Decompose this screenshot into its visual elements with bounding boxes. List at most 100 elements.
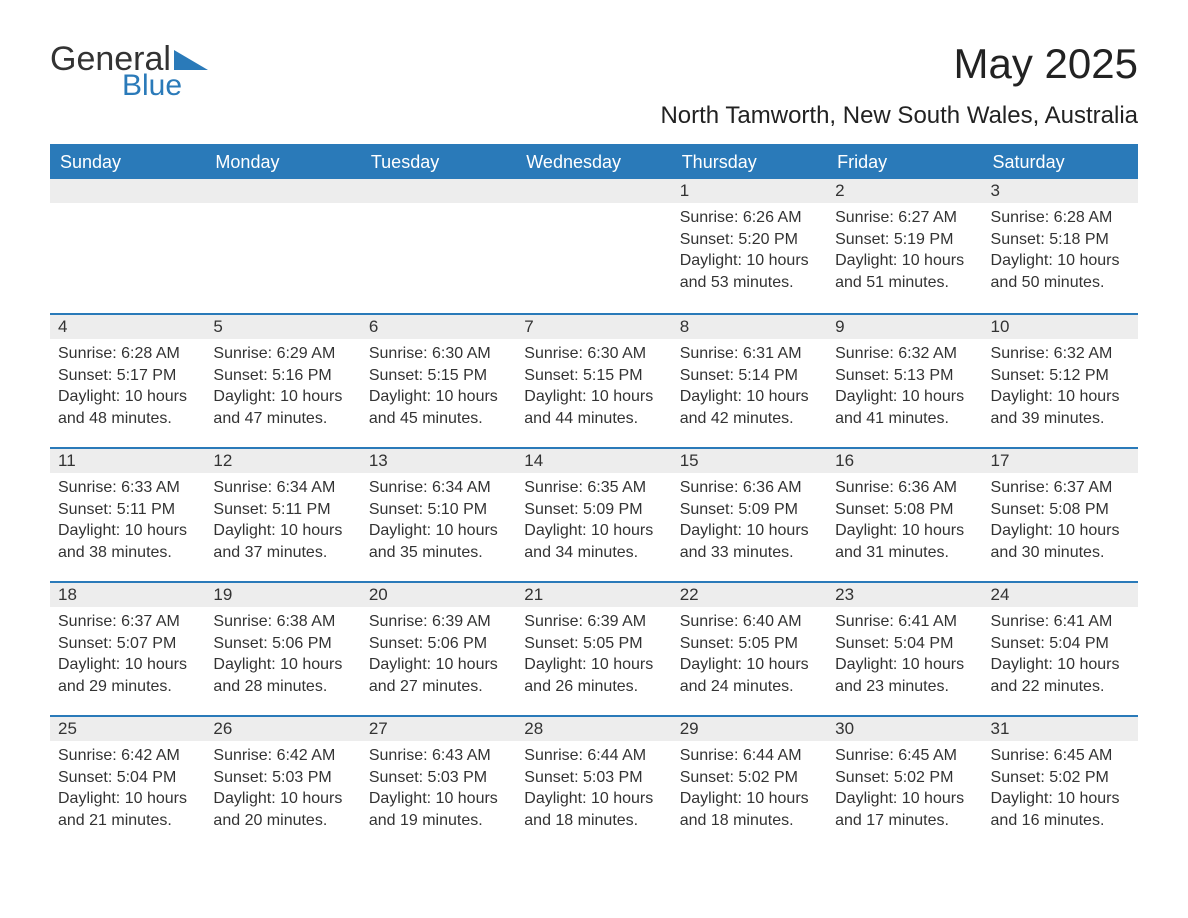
daylight-line: Daylight: 10 hours and 51 minutes. (835, 250, 974, 293)
day-number: 15 (672, 449, 827, 473)
sunset-line: Sunset: 5:02 PM (835, 767, 974, 789)
day-body: Sunrise: 6:31 AMSunset: 5:14 PMDaylight:… (672, 339, 827, 435)
sunrise-line: Sunrise: 6:28 AM (58, 343, 197, 365)
calendar-day-cell: 28Sunrise: 6:44 AMSunset: 5:03 PMDayligh… (516, 717, 671, 849)
day-body: Sunrise: 6:43 AMSunset: 5:03 PMDaylight:… (361, 741, 516, 837)
day-body (205, 203, 360, 213)
sunset-line: Sunset: 5:08 PM (991, 499, 1130, 521)
day-body (361, 203, 516, 213)
daylight-line: Daylight: 10 hours and 30 minutes. (991, 520, 1130, 563)
day-body: Sunrise: 6:33 AMSunset: 5:11 PMDaylight:… (50, 473, 205, 569)
sunset-line: Sunset: 5:09 PM (680, 499, 819, 521)
sunrise-line: Sunrise: 6:43 AM (369, 745, 508, 767)
day-body: Sunrise: 6:41 AMSunset: 5:04 PMDaylight:… (827, 607, 982, 703)
day-body: Sunrise: 6:44 AMSunset: 5:03 PMDaylight:… (516, 741, 671, 837)
day-body: Sunrise: 6:37 AMSunset: 5:08 PMDaylight:… (983, 473, 1138, 569)
daylight-line: Daylight: 10 hours and 27 minutes. (369, 654, 508, 697)
day-number (205, 179, 360, 203)
sunset-line: Sunset: 5:05 PM (680, 633, 819, 655)
sunrise-line: Sunrise: 6:45 AM (991, 745, 1130, 767)
sunrise-line: Sunrise: 6:30 AM (369, 343, 508, 365)
calendar-day-cell: 24Sunrise: 6:41 AMSunset: 5:04 PMDayligh… (983, 583, 1138, 715)
day-number: 18 (50, 583, 205, 607)
calendar-day-cell: 5Sunrise: 6:29 AMSunset: 5:16 PMDaylight… (205, 315, 360, 447)
day-number: 16 (827, 449, 982, 473)
daylight-line: Daylight: 10 hours and 41 minutes. (835, 386, 974, 429)
sunrise-line: Sunrise: 6:34 AM (369, 477, 508, 499)
day-body: Sunrise: 6:37 AMSunset: 5:07 PMDaylight:… (50, 607, 205, 703)
day-number: 29 (672, 717, 827, 741)
calendar-day-cell: 10Sunrise: 6:32 AMSunset: 5:12 PMDayligh… (983, 315, 1138, 447)
calendar-day-cell: 19Sunrise: 6:38 AMSunset: 5:06 PMDayligh… (205, 583, 360, 715)
day-number: 25 (50, 717, 205, 741)
calendar-day-cell: 7Sunrise: 6:30 AMSunset: 5:15 PMDaylight… (516, 315, 671, 447)
sunset-line: Sunset: 5:12 PM (991, 365, 1130, 387)
sunset-line: Sunset: 5:13 PM (835, 365, 974, 387)
sunrise-line: Sunrise: 6:32 AM (835, 343, 974, 365)
day-body: Sunrise: 6:38 AMSunset: 5:06 PMDaylight:… (205, 607, 360, 703)
daylight-line: Daylight: 10 hours and 39 minutes. (991, 386, 1130, 429)
day-number: 1 (672, 179, 827, 203)
day-body (516, 203, 671, 213)
day-body: Sunrise: 6:42 AMSunset: 5:03 PMDaylight:… (205, 741, 360, 837)
day-body: Sunrise: 6:34 AMSunset: 5:10 PMDaylight:… (361, 473, 516, 569)
daylight-line: Daylight: 10 hours and 44 minutes. (524, 386, 663, 429)
calendar-day-cell: 15Sunrise: 6:36 AMSunset: 5:09 PMDayligh… (672, 449, 827, 581)
day-number: 12 (205, 449, 360, 473)
day-body: Sunrise: 6:39 AMSunset: 5:06 PMDaylight:… (361, 607, 516, 703)
sunrise-line: Sunrise: 6:28 AM (991, 207, 1130, 229)
day-body: Sunrise: 6:40 AMSunset: 5:05 PMDaylight:… (672, 607, 827, 703)
sunrise-line: Sunrise: 6:38 AM (213, 611, 352, 633)
daylight-line: Daylight: 10 hours and 35 minutes. (369, 520, 508, 563)
day-body: Sunrise: 6:32 AMSunset: 5:13 PMDaylight:… (827, 339, 982, 435)
sunrise-line: Sunrise: 6:42 AM (213, 745, 352, 767)
calendar-day-cell: 9Sunrise: 6:32 AMSunset: 5:13 PMDaylight… (827, 315, 982, 447)
day-number: 3 (983, 179, 1138, 203)
weekday-header: Wednesday (516, 146, 671, 179)
daylight-line: Daylight: 10 hours and 29 minutes. (58, 654, 197, 697)
calendar-day-cell: 29 Sunrise: 6:44 AMSunset: 5:02 PMDayligh… (672, 717, 827, 849)
calendar-day-cell: 3Sunrise: 6:28 AMSunset: 5:18 PMDaylight… (983, 179, 1138, 313)
sunset-line: Sunset: 5:15 PM (524, 365, 663, 387)
daylight-line: Daylight: 10 hours and 17 minutes. (835, 788, 974, 831)
sunset-line: Sunset: 5:10 PM (369, 499, 508, 521)
calendar-day-cell: 12Sunrise: 6:34 AMSunset: 5:11 PMDayligh… (205, 449, 360, 581)
daylight-line: Daylight: 10 hours and 24 minutes. (680, 654, 819, 697)
sunset-line: Sunset: 5:06 PM (213, 633, 352, 655)
day-body (50, 203, 205, 213)
daylight-line: Daylight: 10 hours and 18 minutes. (680, 788, 819, 831)
calendar-day-cell: 21Sunrise: 6:39 AMSunset: 5:05 PMDayligh… (516, 583, 671, 715)
day-number: 28 (516, 717, 671, 741)
day-number: 9 (827, 315, 982, 339)
sunrise-line: Sunrise: 6:35 AM (524, 477, 663, 499)
sunset-line: Sunset: 5:02 PM (680, 767, 819, 789)
calendar-week-row: 18Sunrise: 6:37 AMSunset: 5:07 PMDayligh… (50, 581, 1138, 715)
daylight-line: Daylight: 10 hours and 20 minutes. (213, 788, 352, 831)
calendar-day-cell: 31Sunrise: 6:45 AMSunset: 5:02 PMDayligh… (983, 717, 1138, 849)
daylight-line: Daylight: 10 hours and 18 minutes. (524, 788, 663, 831)
sunrise-line: Sunrise: 6:44 AM (680, 745, 819, 767)
day-number: 20 (361, 583, 516, 607)
sunset-line: Sunset: 5:06 PM (369, 633, 508, 655)
daylight-line: Daylight: 10 hours and 50 minutes. (991, 250, 1130, 293)
calendar-day-cell: 16Sunrise: 6:36 AMSunset: 5:08 PMDayligh… (827, 449, 982, 581)
calendar-day-cell: 1Sunrise: 6:26 AMSunset: 5:20 PMDaylight… (672, 179, 827, 313)
day-number: 8 (672, 315, 827, 339)
calendar-week-row: 11Sunrise: 6:33 AMSunset: 5:11 PMDayligh… (50, 447, 1138, 581)
daylight-line: Daylight: 10 hours and 48 minutes. (58, 386, 197, 429)
day-number: 26 (205, 717, 360, 741)
sunset-line: Sunset: 5:04 PM (58, 767, 197, 789)
sunset-line: Sunset: 5:07 PM (58, 633, 197, 655)
daylight-line: Daylight: 10 hours and 33 minutes. (680, 520, 819, 563)
calendar-day-cell: 8Sunrise: 6:31 AMSunset: 5:14 PMDaylight… (672, 315, 827, 447)
daylight-line: Daylight: 10 hours and 22 minutes. (991, 654, 1130, 697)
day-body: Sunrise: 6:30 AMSunset: 5:15 PMDaylight:… (361, 339, 516, 435)
logo: General Blue (50, 40, 208, 103)
sunrise-line: Sunrise: 6:33 AM (58, 477, 197, 499)
daylight-line: Daylight: 10 hours and 45 minutes. (369, 386, 508, 429)
sunrise-line: Sunrise: 6:36 AM (835, 477, 974, 499)
day-body: Sunrise: 6:35 AMSunset: 5:09 PMDaylight:… (516, 473, 671, 569)
weekday-header: Saturday (983, 146, 1138, 179)
logo-word2: Blue (122, 69, 208, 103)
calendar-day-cell: 4Sunrise: 6:28 AMSunset: 5:17 PMDaylight… (50, 315, 205, 447)
